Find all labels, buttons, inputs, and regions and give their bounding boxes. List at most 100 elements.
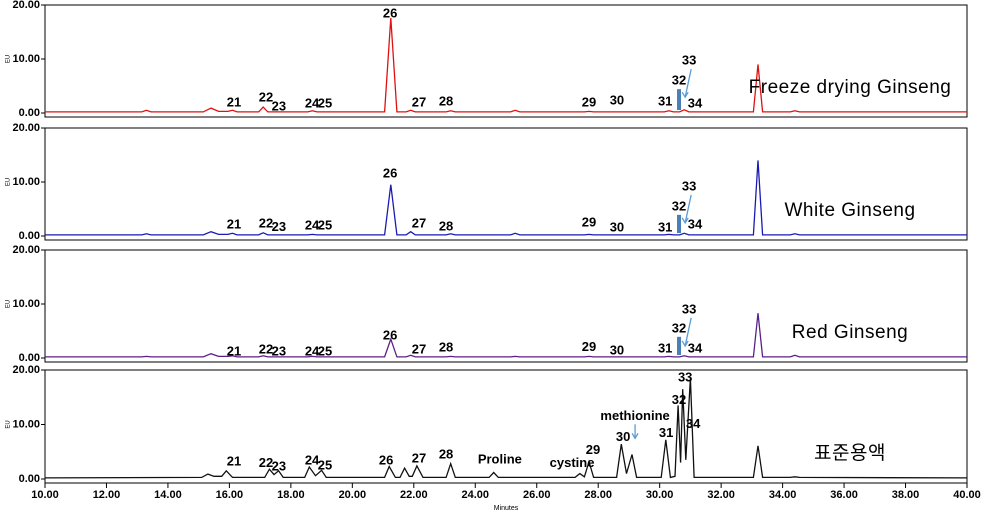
- peak-label: 33: [682, 301, 696, 316]
- peak-label: 24: [305, 343, 320, 358]
- panel-frame: [44, 127, 968, 241]
- peak-label: 31: [658, 94, 672, 109]
- x-tick-label: 30.00: [646, 489, 674, 501]
- x-tick-label: 20.00: [339, 489, 367, 501]
- peak-label: methionine: [600, 408, 669, 423]
- peak-label: 24: [305, 452, 320, 467]
- x-tick-label: 14.00: [154, 489, 182, 501]
- x-tick-label: 24.00: [462, 489, 490, 501]
- peak-arrow: [684, 69, 692, 98]
- peak-label: 31: [659, 425, 673, 440]
- arrow-head: [681, 340, 689, 348]
- peak-label: 30: [616, 429, 630, 444]
- arrow-head: [681, 91, 689, 99]
- peak-label: 34: [688, 95, 703, 110]
- panel-title: Freeze drying Ginseng: [749, 77, 952, 98]
- arrow-head: [681, 217, 689, 225]
- peak-label: 28: [439, 446, 453, 461]
- trace: [45, 17, 967, 113]
- y-tick-label: 0.00: [19, 107, 40, 119]
- peak-label: 32: [672, 392, 686, 407]
- peak-label: 25: [318, 95, 332, 110]
- trace: [45, 160, 967, 236]
- x-axis-label: Minutes: [494, 505, 519, 512]
- arrow-head: [631, 432, 639, 440]
- x-tick-label: 26.00: [523, 489, 551, 501]
- peak-label: 30: [610, 219, 624, 234]
- peak-label: cystine: [550, 455, 595, 470]
- peak-label: 26: [379, 452, 393, 467]
- peak-label: 25: [318, 457, 332, 472]
- x-tick-label: 32.00: [707, 489, 735, 501]
- y-axis-label: EU: [6, 420, 12, 428]
- peak-marker: [677, 336, 682, 355]
- peak-label: 27: [412, 216, 426, 231]
- y-tick-label: 0.00: [19, 352, 40, 364]
- peak-label: 24: [305, 95, 320, 110]
- panel-title: Red Ginseng: [792, 322, 908, 343]
- peak-label: 32: [672, 73, 686, 88]
- panel-title: 표준용액: [814, 442, 886, 464]
- peak-label: 21: [227, 343, 241, 358]
- peak-label: 34: [688, 340, 703, 355]
- peak-label: 27: [412, 341, 426, 356]
- peak-label: 26: [383, 327, 397, 342]
- y-tick-label: 10.00: [12, 418, 40, 430]
- peak-label: 27: [412, 450, 426, 465]
- trace: [44, 378, 968, 479]
- peak-marker: [677, 214, 682, 233]
- y-tick-label: 0.00: [19, 473, 40, 485]
- panel-frame: [44, 249, 968, 363]
- peak-label: 29: [582, 214, 596, 229]
- x-tick-label: 38.00: [892, 489, 920, 501]
- peak-label: 23: [272, 219, 286, 234]
- peak-label: 33: [682, 53, 696, 68]
- peak-label: 22: [259, 216, 273, 231]
- y-tick-label: 20.00: [12, 0, 40, 11]
- peak-label: 28: [439, 94, 453, 109]
- peak-arrow: [684, 194, 692, 223]
- y-tick-label: 0.00: [19, 230, 40, 242]
- peak-label: 31: [658, 340, 672, 355]
- peak-label: 34: [688, 217, 703, 232]
- y-tick-label: 10.00: [12, 53, 40, 65]
- peak-label: 26: [383, 6, 397, 21]
- y-tick-label: 20.00: [12, 244, 40, 256]
- peak-label: 21: [227, 94, 241, 109]
- x-tick-label: 22.00: [400, 489, 428, 501]
- peak-label: 30: [610, 342, 624, 357]
- peak-label: 34: [686, 416, 701, 431]
- peak-label: 28: [439, 218, 453, 233]
- peak-label: 29: [582, 339, 596, 354]
- peak-label: 32: [672, 198, 686, 213]
- panel-frame: [44, 4, 968, 118]
- peak-label: 22: [259, 341, 273, 356]
- x-tick-label: 28.00: [584, 489, 612, 501]
- peak-label: Proline: [478, 451, 522, 466]
- trace: [45, 313, 967, 358]
- x-tick-label: 34.00: [769, 489, 797, 501]
- x-tick-label: 36.00: [830, 489, 858, 501]
- panel-frame: [44, 369, 968, 484]
- peak-label: 24: [305, 218, 320, 233]
- peak-label: 29: [586, 442, 600, 457]
- y-tick-label: 10.00: [12, 298, 40, 310]
- y-axis-label: EU: [6, 55, 12, 63]
- peak-label: 22: [259, 455, 273, 470]
- peak-arrow: [684, 317, 692, 347]
- peak-label: 33: [678, 370, 692, 385]
- peak-label: 33: [682, 178, 696, 193]
- peak-label: 26: [383, 165, 397, 180]
- x-tick-label: 12.00: [93, 489, 121, 501]
- peak-label: 25: [318, 343, 332, 358]
- peak-label: 23: [272, 98, 286, 113]
- x-tick-label: 40.00: [953, 489, 981, 501]
- peak-marker: [677, 89, 682, 110]
- peak-label: 30: [610, 93, 624, 108]
- peak-label: 21: [227, 217, 241, 232]
- peak-label: 23: [272, 458, 286, 473]
